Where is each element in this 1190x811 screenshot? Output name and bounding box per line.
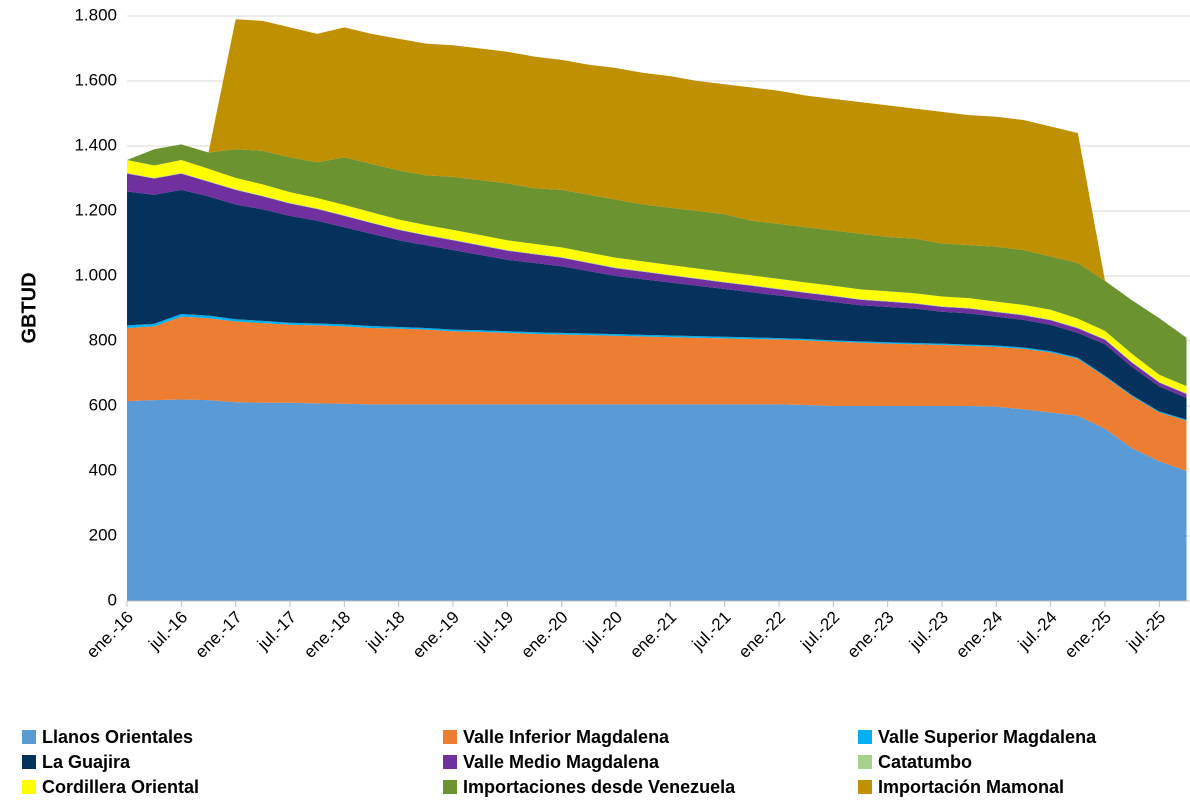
x-tick-label: jul.-23: [905, 608, 952, 655]
y-tick-label: 1.800: [74, 5, 117, 24]
legend-swatch: [443, 730, 457, 744]
y-tick-label: 1.000: [74, 265, 117, 284]
legend-swatch: [22, 755, 36, 769]
x-tick-label: ene.-23: [843, 608, 897, 662]
legend-label: Importaciones desde Venezuela: [463, 777, 736, 797]
x-tick-label: jul.-20: [579, 608, 626, 655]
x-tick-label: ene.-17: [191, 608, 245, 662]
x-tick-label: jul.-21: [688, 608, 735, 655]
y-tick-label: 0: [108, 590, 117, 609]
x-tick-label: ene.-19: [409, 608, 463, 662]
y-tick-label: 1.600: [74, 70, 117, 89]
x-tick-label: ene.-21: [626, 608, 680, 662]
legend-label: Catatumbo: [878, 752, 972, 772]
legend-swatch: [858, 780, 872, 794]
x-tick-label: jul.-19: [470, 608, 517, 655]
x-tick-label: jul.-24: [1014, 608, 1061, 655]
x-tick-label: ene.-20: [517, 608, 571, 662]
legend-label: Valle Medio Magdalena: [463, 752, 660, 772]
legend-label: Cordillera Oriental: [42, 777, 199, 797]
legend-label: Llanos Orientales: [42, 727, 193, 747]
y-axis-label: GBTUD: [18, 272, 40, 343]
y-tick-label: 600: [89, 395, 117, 414]
x-tick-label: jul.-17: [253, 608, 300, 655]
y-tick-label: 800: [89, 330, 117, 349]
legend-swatch: [858, 730, 872, 744]
x-tick-label: jul.-25: [1122, 608, 1169, 655]
x-tick-label: ene.-25: [1061, 608, 1115, 662]
y-tick-label: 1.200: [74, 200, 117, 219]
x-tick-label: ene.-18: [300, 608, 354, 662]
y-tick-label: 200: [89, 525, 117, 544]
y-tick-label: 400: [89, 460, 117, 479]
area: [127, 19, 1187, 338]
x-tick-label: ene.-24: [952, 608, 1006, 662]
legend-swatch: [22, 780, 36, 794]
x-tick-label: jul.-16: [144, 608, 191, 655]
area: [127, 316, 1187, 471]
y-tick-label: 1.400: [74, 135, 117, 154]
area: [127, 399, 1187, 601]
area: [127, 159, 1187, 394]
legend-swatch: [443, 780, 457, 794]
legend-label: Valle Superior Magdalena: [878, 727, 1097, 747]
legend-label: Importación Mamonal: [878, 777, 1064, 797]
x-tick-label: ene.-16: [83, 608, 137, 662]
x-tick-label: jul.-18: [362, 608, 409, 655]
area: [127, 144, 1187, 387]
x-tick-label: jul.-22: [796, 608, 843, 655]
legend-label: Valle Inferior Magdalena: [463, 727, 670, 747]
legend-swatch: [22, 730, 36, 744]
area: [127, 189, 1187, 420]
legend-label: La Guajira: [42, 752, 131, 772]
legend-swatch: [443, 755, 457, 769]
x-tick-label: ene.-22: [735, 608, 789, 662]
area: [127, 173, 1187, 398]
legend-swatch: [858, 755, 872, 769]
area: [127, 314, 1187, 421]
